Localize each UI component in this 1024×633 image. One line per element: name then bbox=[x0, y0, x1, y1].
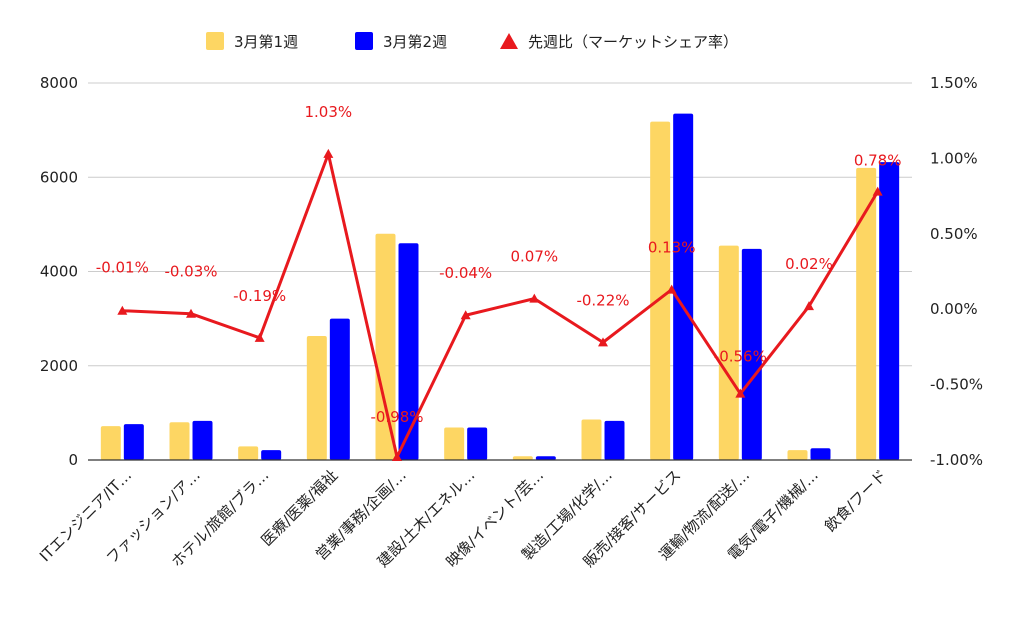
bar-2 bbox=[329, 318, 350, 460]
bar-1 bbox=[512, 456, 533, 460]
bar-1 bbox=[856, 167, 877, 460]
share-data-label: -0.56% bbox=[714, 348, 767, 366]
category-label: 飲食/フード bbox=[821, 466, 890, 535]
bars bbox=[100, 113, 900, 461]
bar-1 bbox=[787, 450, 808, 460]
bar-1 bbox=[169, 422, 190, 460]
share-point bbox=[460, 310, 471, 320]
bar-2 bbox=[261, 450, 282, 460]
share-point bbox=[666, 284, 677, 294]
y-left-tick-label: 2000 bbox=[40, 357, 78, 375]
bar-2 bbox=[192, 420, 213, 460]
bar-1 bbox=[100, 426, 121, 460]
bar-2 bbox=[741, 248, 762, 460]
bar-1 bbox=[650, 121, 671, 460]
share-data-label: -0.98% bbox=[370, 408, 423, 426]
share-point bbox=[872, 186, 883, 196]
share-data-label: -0.19% bbox=[233, 287, 286, 305]
bar-2 bbox=[535, 456, 556, 460]
bar-1 bbox=[375, 233, 396, 460]
y-right-tick-label: 0.00% bbox=[930, 300, 978, 318]
bar-2 bbox=[123, 424, 144, 460]
share-point bbox=[186, 308, 196, 318]
legend-swatch bbox=[206, 32, 224, 50]
share-data-label: 0.07% bbox=[511, 248, 559, 266]
data-labels: -0.01% -0.03% -0.19% 1.03% -0.98% -0.04% 0.07%… bbox=[96, 103, 902, 426]
y-left-tick-label: 6000 bbox=[40, 168, 78, 186]
bar-1 bbox=[444, 427, 465, 460]
share-point bbox=[392, 451, 402, 461]
share-data-label: -0.22% bbox=[576, 291, 629, 309]
bar-2 bbox=[467, 427, 488, 460]
axes: 0 2000 4000 6000 8000 -1.00% -0.50% 0.00% 0.50% 1… bbox=[36, 74, 983, 571]
share-data-label: 0.78% bbox=[854, 152, 902, 170]
y-right-tick-label: 1.00% bbox=[930, 149, 978, 167]
grid bbox=[88, 82, 912, 367]
share-data-label: -0.01% bbox=[96, 259, 149, 277]
bar-1 bbox=[718, 245, 739, 460]
share-data-label: 0.02% bbox=[785, 255, 833, 273]
share-line bbox=[117, 148, 883, 461]
share-point bbox=[323, 148, 334, 158]
legend-swatch bbox=[500, 33, 518, 49]
share-point bbox=[735, 388, 746, 398]
legend-label: 3月第1週 bbox=[234, 33, 298, 51]
y-right-tick-label: -0.50% bbox=[930, 376, 983, 394]
y-left-tick-label: 0 bbox=[68, 451, 78, 469]
share-point bbox=[598, 337, 608, 347]
bar-1 bbox=[306, 336, 327, 460]
y-left-tick-label: 8000 bbox=[40, 74, 78, 92]
bar-2 bbox=[879, 162, 900, 461]
bar-2 bbox=[604, 420, 625, 460]
bar-1 bbox=[238, 446, 259, 460]
share-point bbox=[254, 332, 265, 342]
share-data-label: -0.04% bbox=[439, 264, 492, 282]
share-data-label: 1.03% bbox=[305, 103, 353, 121]
share-data-label: -0.03% bbox=[164, 263, 217, 281]
bar-2 bbox=[810, 448, 831, 460]
bar-1 bbox=[581, 419, 602, 460]
y-right-tick-label: 1.50% bbox=[930, 74, 978, 92]
legend-label: 先週比（マーケットシェア率） bbox=[528, 33, 738, 51]
bar-2 bbox=[398, 243, 419, 460]
share-line-path bbox=[122, 152, 879, 459]
share-point bbox=[529, 293, 540, 303]
share-point bbox=[117, 305, 128, 315]
bar-2 bbox=[673, 113, 694, 460]
y-right-tick-label: 0.50% bbox=[930, 225, 978, 243]
share-data-label: 0.13% bbox=[648, 239, 696, 257]
y-right-tick-label: -1.00% bbox=[930, 451, 983, 469]
legend-swatch bbox=[355, 32, 373, 50]
share-point bbox=[804, 301, 814, 311]
legend-label: 3月第2週 bbox=[383, 33, 447, 51]
y-left-tick-label: 4000 bbox=[40, 263, 78, 281]
legend: 3月第1週 3月第2週 先週比（マーケットシェア率） bbox=[206, 32, 738, 51]
